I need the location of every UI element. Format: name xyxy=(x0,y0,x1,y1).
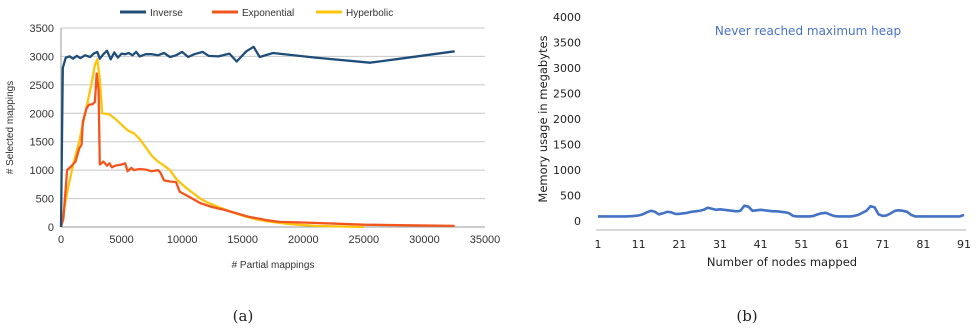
chart-b-x-tick-label: 31 xyxy=(713,238,727,251)
chart-a-series xyxy=(59,45,455,229)
chart-b-x-tick-label: 21 xyxy=(672,238,686,251)
chart-a-x-tick-label: 0 xyxy=(58,234,64,246)
chart-b-y-tick-label: 1000 xyxy=(553,164,581,177)
chart-a-x-tick-label: 30000 xyxy=(409,234,440,246)
chart-a-series-line-exponential xyxy=(59,72,455,228)
chart-a-legend: Inverse Exponential Hyperbolic xyxy=(120,8,393,19)
chart-a-legend-label: Hyperbolic xyxy=(346,8,393,19)
chart-b-y-tick-label: 0 xyxy=(574,215,581,228)
chart-a-x-tick-label: 35000 xyxy=(470,234,501,246)
chart-b-x-tick-label: 51 xyxy=(794,238,808,251)
chart-b-x-tick-label: 71 xyxy=(876,238,890,251)
chart-a-x-axis-label: # Partial mappings xyxy=(232,260,315,271)
chart-a-y-tick-label: 500 xyxy=(36,194,54,206)
chart-b-x-tick-label: 61 xyxy=(835,238,849,251)
chart-a-y-tick-label: 0 xyxy=(48,222,54,234)
chart-a-series-line-inverse xyxy=(59,45,455,228)
chart-a-y-tick-label: 3500 xyxy=(30,23,54,35)
chart-a-legend-label: Exponential xyxy=(242,8,294,19)
caption-a: (a) xyxy=(233,307,254,325)
chart-b-y-tick-label: 2000 xyxy=(553,113,581,126)
chart-b-x-tick-label: 81 xyxy=(916,238,930,251)
chart-b-y-ticks: 0 500 1000 1500 2000 2500 3000 3500 4000 xyxy=(553,11,581,228)
chart-a-y-tick-label: 3000 xyxy=(30,51,54,63)
chart-b-y-tick-label: 3000 xyxy=(553,62,581,75)
chart-b-y-tick-label: 3500 xyxy=(553,37,581,50)
chart-b-x-tick-label: 41 xyxy=(754,238,768,251)
chart-b-x-tick-label: 1 xyxy=(595,238,602,251)
chart-b-x-ticks: 1 11 21 31 41 51 61 71 81 91 xyxy=(595,238,972,251)
chart-a-x-tick-label: 10000 xyxy=(167,234,198,246)
chart-b-series xyxy=(598,204,965,218)
chart-a-x-tick-label: 25000 xyxy=(349,234,380,246)
chart-a-y-tick-label: 2500 xyxy=(30,80,54,92)
chart-a-x-tick-label: 15000 xyxy=(227,234,258,246)
chart-a: 0 500 1000 1500 2000 2500 3000 3500 0 5000 10000 1… xyxy=(5,8,500,271)
chart-a-gridlines xyxy=(61,27,485,200)
chart-a-legend-label: Inverse xyxy=(150,8,183,19)
chart-a-y-axis-label: # Selected mappings xyxy=(5,81,16,174)
chart-a-x-tick-label: 20000 xyxy=(288,234,319,246)
chart-a-x-ticks: 0 5000 10000 15000 20000 25000 30000 35000 xyxy=(58,234,500,246)
chart-a-x-tick-label: 5000 xyxy=(109,234,133,246)
chart-b-y-axis-label: Memory usage in megabytes xyxy=(536,35,550,202)
chart-b-y-tick-label: 4000 xyxy=(553,11,581,24)
chart-b-y-tick-label: 1500 xyxy=(553,139,581,152)
chart-a-y-tick-label: 1500 xyxy=(30,137,54,149)
chart-b-annotation: Never reached maximum heap xyxy=(715,24,901,38)
chart-b-x-tick-label: 91 xyxy=(957,238,971,251)
chart-b-x-tick-label: 11 xyxy=(632,238,646,251)
chart-a-y-tick-label: 1000 xyxy=(30,165,54,177)
chart-b-y-tick-label: 2500 xyxy=(553,88,581,101)
chart-a-y-ticks: 0 500 1000 1500 2000 2500 3000 3500 xyxy=(30,23,54,234)
chart-a-y-tick-label: 2000 xyxy=(30,108,54,120)
caption-b: (b) xyxy=(736,307,757,325)
chart-b-y-tick-label: 500 xyxy=(560,190,581,203)
chart-b-x-axis-label: Number of nodes mapped xyxy=(707,255,857,269)
chart-b-series-line xyxy=(598,204,965,218)
